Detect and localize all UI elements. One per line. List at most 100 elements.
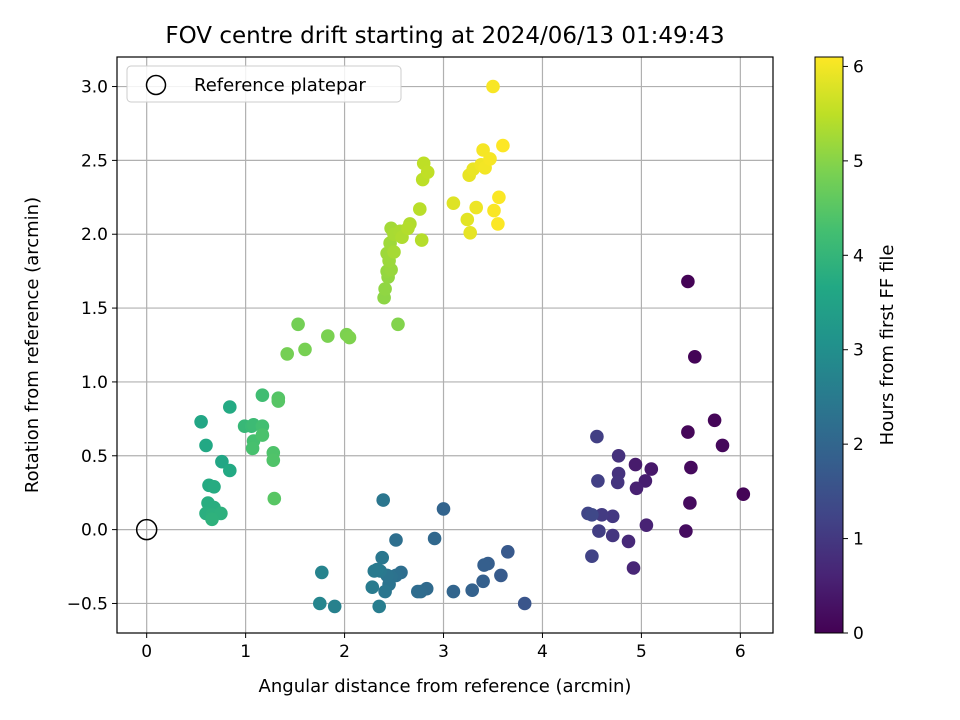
data-point bbox=[313, 596, 327, 611]
data-point bbox=[414, 233, 429, 247]
y-tick-label: 3.0 bbox=[81, 78, 108, 98]
data-point bbox=[372, 599, 387, 614]
data-point bbox=[517, 596, 532, 611]
data-point bbox=[683, 496, 697, 510]
data-point bbox=[629, 481, 644, 496]
data-point bbox=[469, 200, 484, 215]
data-point bbox=[378, 282, 392, 296]
scatter-points bbox=[194, 79, 751, 614]
x-axis-label: Angular distance from reference (arcmin) bbox=[259, 676, 632, 697]
plot-area-frame bbox=[116, 56, 774, 634]
data-point bbox=[590, 429, 604, 444]
data-point bbox=[315, 565, 329, 580]
data-point bbox=[267, 491, 282, 506]
y-tick-label: 2.5 bbox=[81, 151, 108, 171]
data-point bbox=[420, 165, 435, 179]
data-point bbox=[327, 599, 342, 614]
chart-title: FOV centre drift starting at 2024/06/13 … bbox=[165, 23, 724, 49]
data-point bbox=[494, 568, 508, 583]
data-point bbox=[483, 152, 497, 166]
reference-marker bbox=[135, 518, 158, 541]
x-tick-label: 1 bbox=[240, 642, 251, 662]
data-point bbox=[465, 583, 480, 597]
data-point bbox=[463, 226, 478, 240]
data-point bbox=[736, 487, 751, 502]
y-axis-ticks: −0.5 0.0 0.5 1.0 1.5 2.0 2.5 3.0 bbox=[67, 78, 117, 614]
data-point bbox=[378, 584, 392, 599]
data-point bbox=[207, 480, 221, 494]
data-point bbox=[688, 350, 702, 364]
colorbar bbox=[814, 56, 844, 634]
data-point bbox=[223, 400, 237, 414]
reference-platepar-point bbox=[135, 518, 158, 541]
colorbar-tick-label: 4 bbox=[853, 246, 864, 266]
data-point bbox=[585, 549, 599, 563]
data-point bbox=[610, 475, 625, 490]
colorbar-label: Hours from first FF file bbox=[877, 245, 898, 446]
data-point bbox=[477, 558, 491, 572]
x-tick-label: 3 bbox=[438, 642, 449, 662]
data-point bbox=[679, 524, 693, 538]
data-point bbox=[376, 493, 391, 507]
data-point bbox=[436, 502, 451, 516]
data-point bbox=[245, 441, 260, 456]
legend-entry-reference: Reference platepar bbox=[194, 75, 366, 96]
data-point bbox=[638, 474, 653, 488]
x-tick-label: 6 bbox=[735, 642, 746, 662]
data-point bbox=[446, 584, 461, 599]
y-tick-label: 2.0 bbox=[81, 225, 108, 245]
data-point bbox=[401, 221, 415, 236]
data-point bbox=[621, 534, 636, 549]
data-point bbox=[605, 509, 620, 524]
colorbar-tick-label: 5 bbox=[853, 152, 864, 172]
data-point bbox=[496, 138, 510, 153]
data-point bbox=[391, 317, 405, 332]
data-point bbox=[342, 330, 357, 345]
colorbar-tick-label: 2 bbox=[853, 435, 864, 455]
data-point bbox=[605, 528, 620, 543]
data-point bbox=[255, 428, 270, 442]
data-point bbox=[367, 564, 382, 578]
data-point bbox=[487, 203, 501, 218]
data-point bbox=[389, 533, 403, 547]
x-tick-label: 4 bbox=[537, 642, 548, 662]
data-point bbox=[255, 388, 270, 403]
data-point bbox=[501, 545, 515, 559]
y-tick-label: 1.5 bbox=[81, 299, 108, 319]
data-point bbox=[298, 342, 312, 357]
data-point bbox=[595, 508, 609, 522]
data-point bbox=[375, 550, 390, 565]
data-point bbox=[411, 584, 425, 599]
colorbar-tick-label: 1 bbox=[853, 530, 864, 550]
data-point bbox=[476, 574, 490, 589]
colorbar-tick-label: 6 bbox=[853, 57, 864, 77]
colorbar-ticks: 0 1 2 3 4 5 6 bbox=[843, 57, 864, 644]
data-point bbox=[321, 329, 335, 343]
y-tick-label: 1.0 bbox=[81, 373, 108, 393]
data-point bbox=[592, 524, 606, 538]
data-point bbox=[681, 274, 695, 289]
data-point bbox=[591, 474, 605, 488]
colorbar-tick-label: 0 bbox=[853, 624, 864, 644]
grid-lines bbox=[117, 57, 773, 633]
x-axis-ticks: 0 1 2 3 4 5 6 bbox=[141, 633, 746, 662]
legend-box bbox=[126, 65, 402, 103]
data-point bbox=[271, 394, 286, 408]
data-point bbox=[223, 463, 237, 478]
data-point bbox=[446, 196, 461, 210]
data-point bbox=[387, 245, 401, 259]
data-point bbox=[205, 512, 219, 527]
data-point bbox=[681, 425, 695, 439]
y-tick-label: 0.5 bbox=[81, 447, 108, 467]
data-point bbox=[626, 561, 641, 575]
y-tick-label: −0.5 bbox=[67, 594, 108, 614]
legend: Reference platepar bbox=[126, 65, 402, 103]
data-point bbox=[628, 457, 643, 472]
data-point bbox=[365, 580, 380, 594]
data-point bbox=[291, 317, 305, 332]
data-point bbox=[684, 460, 698, 475]
data-point bbox=[585, 508, 599, 522]
x-tick-label: 5 bbox=[636, 642, 647, 662]
